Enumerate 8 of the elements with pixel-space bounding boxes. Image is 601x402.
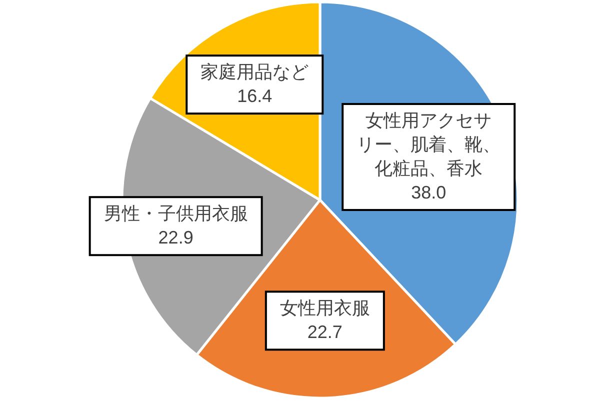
data-label: 22.9 xyxy=(158,227,194,248)
data-label: 38.0 xyxy=(411,182,446,202)
slice-label: 家庭用品など xyxy=(200,62,309,82)
data-label: 22.7 xyxy=(307,322,342,342)
slice-label: 男性・子供用衣服 xyxy=(104,203,248,224)
slice-label: 女性用アクセサリー、肌着、靴、化粧品、香水 xyxy=(356,110,501,178)
slice-label: 女性用衣服 xyxy=(280,298,370,318)
data-label: 16.4 xyxy=(237,86,272,106)
